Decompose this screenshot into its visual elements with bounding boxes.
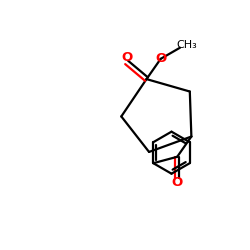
Text: O: O [121,52,132,64]
Text: O: O [172,176,183,189]
Text: O: O [155,52,166,65]
Text: CH₃: CH₃ [176,40,197,50]
